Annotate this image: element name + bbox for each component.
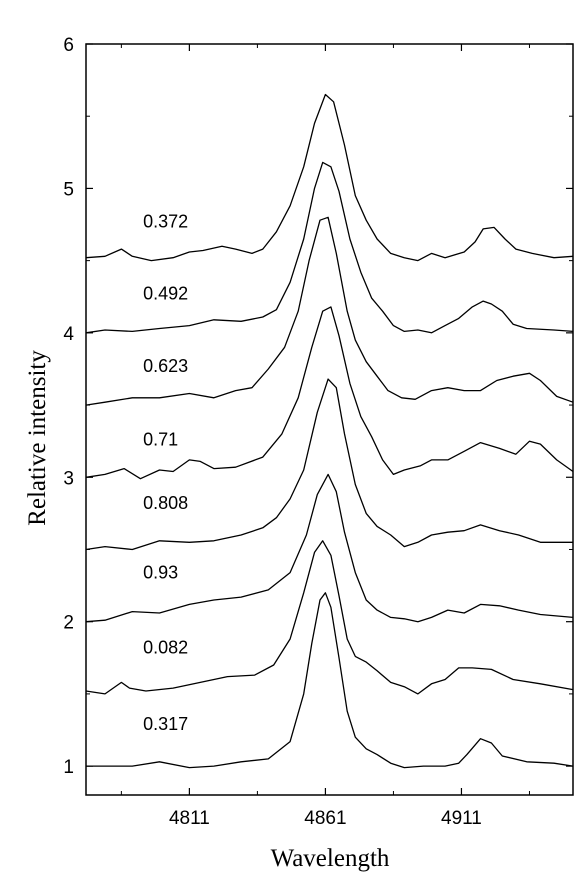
phase-label-0: 0.317 bbox=[143, 714, 188, 734]
x-axis-ticks: 4811 4861 4911 bbox=[120, 44, 530, 829]
spectrum-line-5 bbox=[85, 216, 574, 406]
x-tick-label-0: 4811 bbox=[169, 808, 210, 829]
spectrum-curves bbox=[85, 93, 574, 769]
phase-label-5: 0.623 bbox=[143, 356, 188, 376]
spectrum-line-3 bbox=[85, 378, 573, 551]
phase-label-7: 0.372 bbox=[143, 211, 188, 231]
phase-label-1: 0.082 bbox=[143, 638, 188, 658]
spectrum-line-2 bbox=[85, 473, 574, 623]
y-tick-label-3: 4 bbox=[63, 324, 74, 345]
y-tick-label-4: 5 bbox=[63, 179, 74, 200]
phase-label-3: 0.808 bbox=[143, 493, 188, 513]
phase-label-6: 0.492 bbox=[143, 284, 188, 304]
x-tick-label-1: 4861 bbox=[304, 808, 346, 829]
y-tick-label-1: 2 bbox=[63, 613, 74, 634]
spectrum-line-1 bbox=[85, 540, 574, 695]
spectrum-line-0 bbox=[86, 592, 574, 769]
spectrum-line-6 bbox=[85, 161, 574, 334]
y-tick-label-0: 1 bbox=[63, 757, 74, 778]
y-axis-title: Relative intensity bbox=[24, 350, 51, 526]
plot-frame bbox=[85, 43, 574, 796]
spectrum-line-4 bbox=[85, 306, 574, 480]
x-axis-title: Wavelength bbox=[271, 845, 390, 872]
y-tick-label-2: 3 bbox=[63, 468, 74, 489]
phase-label-4: 0.71 bbox=[143, 430, 178, 450]
y-tick-label-5: 6 bbox=[63, 35, 74, 56]
y-axis-ticks: 1 2 3 4 5 6 bbox=[63, 35, 573, 778]
x-tick-label-2: 4911 bbox=[441, 808, 482, 829]
spectrum-line-7 bbox=[85, 93, 574, 262]
phase-labels: 0.317 0.082 0.93 0.808 0.71 0.623 0.492 0.372 bbox=[143, 211, 188, 734]
phase-label-2: 0.93 bbox=[143, 562, 178, 582]
